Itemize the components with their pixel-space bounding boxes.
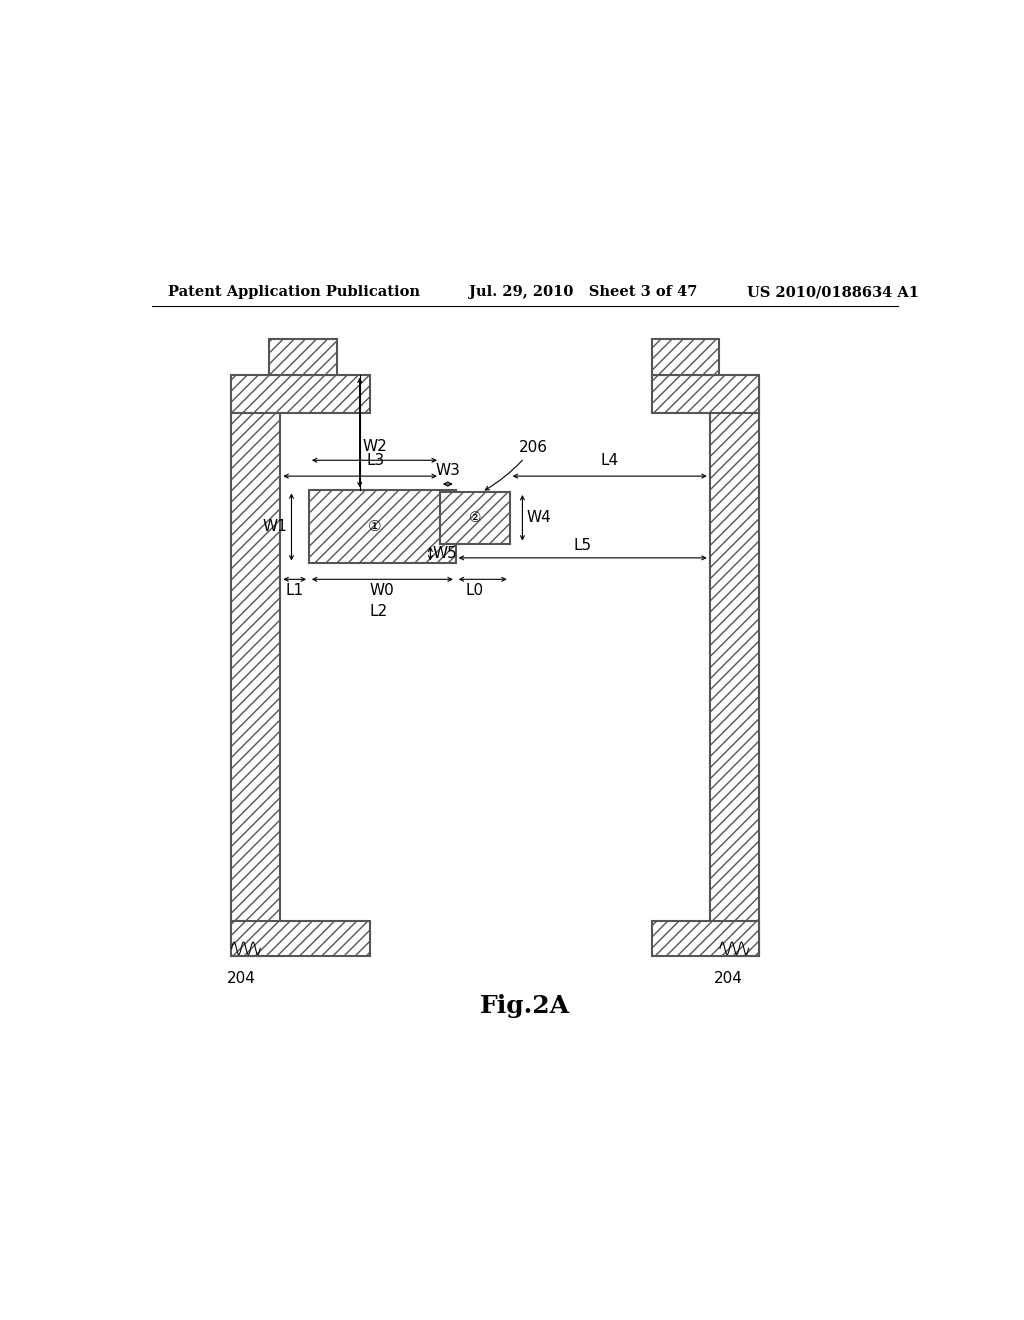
Text: W5: W5 [433, 546, 458, 561]
Text: Jul. 29, 2010   Sheet 3 of 47: Jul. 29, 2010 Sheet 3 of 47 [469, 285, 697, 300]
Text: L2: L2 [370, 603, 387, 619]
Text: US 2010/0188634 A1: US 2010/0188634 A1 [748, 285, 919, 300]
Bar [652, 339, 719, 375]
Bar [652, 375, 759, 413]
Text: W1: W1 [263, 520, 288, 535]
Text: Patent Application Publication: Patent Application Publication [168, 285, 420, 300]
Text: W0: W0 [370, 583, 394, 598]
Text: L0: L0 [465, 583, 483, 598]
Text: 206: 206 [485, 441, 548, 490]
Text: ②: ② [469, 511, 481, 525]
Text: ①: ① [369, 520, 382, 535]
Text: 204: 204 [227, 970, 256, 986]
Text: L4: L4 [601, 453, 618, 469]
Bar [231, 378, 281, 956]
Text: L3: L3 [367, 453, 385, 469]
Text: W2: W2 [362, 440, 387, 454]
Text: W4: W4 [526, 511, 551, 525]
Text: L1: L1 [286, 583, 304, 598]
Text: W3: W3 [435, 463, 460, 478]
Bar [269, 339, 337, 375]
Bar [652, 920, 759, 956]
Bar [309, 491, 456, 564]
Bar [231, 920, 370, 956]
Text: 204: 204 [714, 970, 742, 986]
Bar [710, 378, 759, 956]
Text: L5: L5 [573, 539, 592, 553]
Bar [440, 492, 510, 544]
Bar [231, 375, 370, 413]
Text: Fig.2A: Fig.2A [479, 994, 570, 1018]
